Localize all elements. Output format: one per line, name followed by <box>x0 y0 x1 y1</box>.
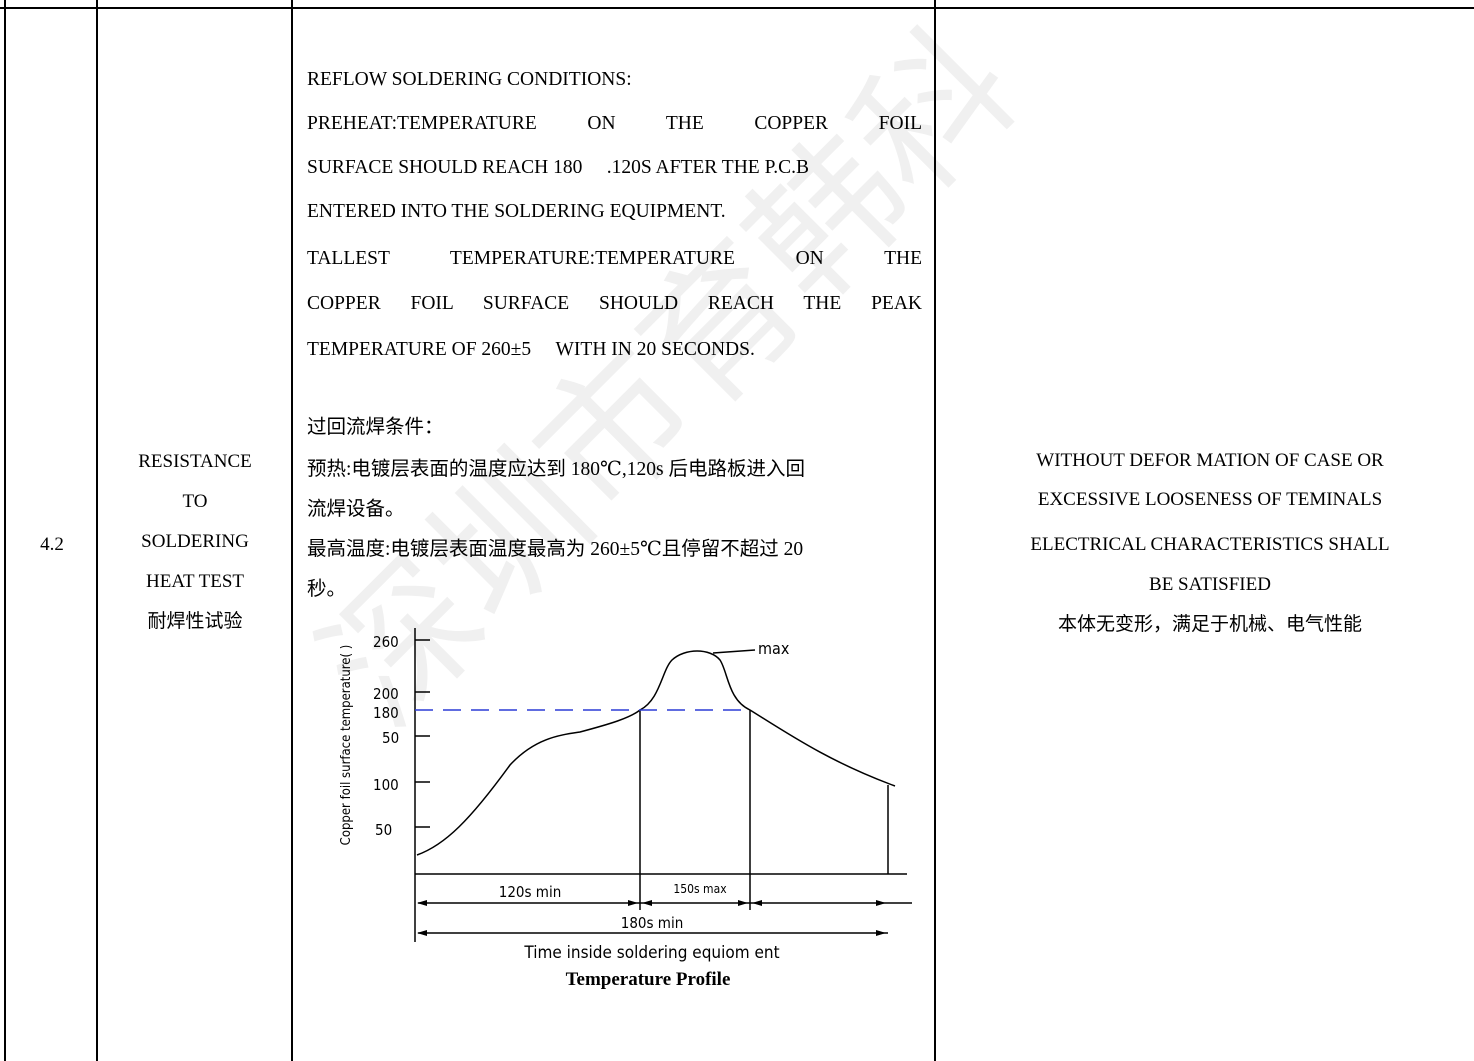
requirement: EXCESSIVE LOOSENESS OF TEMINALS <box>1037 489 1383 510</box>
test-name: SOLDERING <box>141 531 249 552</box>
item-number: 4.2 <box>40 534 64 555</box>
span-label: 180s min <box>621 914 684 932</box>
requirement: WITHOUT DEFOR MATION OF CASE OR <box>1036 450 1384 471</box>
y-tick: 50 <box>382 729 399 747</box>
condition-text: REFLOW SOLDERING CONDITIONS: <box>307 69 632 90</box>
diagram-title: Temperature Profile <box>566 969 731 990</box>
y-tick: 260 <box>373 633 399 651</box>
condition-text: PREHEAT:TEMPERATURE ON THE COPPER FOIL <box>307 113 922 134</box>
span-label: 150s max <box>673 882 727 896</box>
condition-text-cn: 流焊设备。 <box>307 499 405 520</box>
requirement: 本体无变形，满足于机械、电气性能 <box>1057 614 1363 635</box>
border <box>4 0 6 1061</box>
span-label: 120s min <box>499 883 562 901</box>
test-name: 耐焊性试验 <box>147 611 243 632</box>
x-axis-label: Time inside soldering equiom ent <box>523 943 779 963</box>
border <box>934 0 936 1061</box>
test-name: RESISTANCE <box>138 451 252 472</box>
y-axis-label: Copper foil surface temperature( ) <box>339 645 354 846</box>
condition-text: TEMPERATURE OF 260±5 WITH IN 20 SECONDS. <box>307 339 755 360</box>
condition-text-cn: 过回流焊条件： <box>307 417 444 438</box>
border <box>291 0 293 1061</box>
test-name: TO <box>182 491 208 512</box>
requirement: ELECTRICAL CHARACTERISTICS SHALL <box>1030 534 1390 555</box>
y-tick: 50 <box>375 821 392 839</box>
border <box>96 0 98 1061</box>
condition-text-cn: 预热:电镀层表面的温度应达到 180℃,120s 后电路板进入回 <box>307 459 805 480</box>
condition-text: COPPER FOIL SURFACE SHOULD REACH THE PEA… <box>307 293 922 314</box>
condition-text: SURFACE SHOULD REACH 180 .120S AFTER THE… <box>307 157 810 178</box>
peak-label: max <box>758 639 790 658</box>
y-tick: 100 <box>373 776 399 794</box>
y-tick: 200 <box>373 685 399 703</box>
condition-text-cn: 秒。 <box>307 579 347 600</box>
test-name: HEAT TEST <box>146 571 244 592</box>
condition-text-cn: 最高温度:电镀层表面温度最高为 260±5℃且停留不超过 20 <box>307 539 804 560</box>
condition-text: ENTERED INTO THE SOLDERING EQUIPMENT. <box>307 201 726 222</box>
border-top <box>0 7 1474 9</box>
requirement: BE SATISFIED <box>1149 574 1271 595</box>
y-tick: 180 <box>373 704 399 722</box>
condition-text: TALLEST TEMPERATURE:TEMPERATURE ON THE <box>307 248 922 269</box>
